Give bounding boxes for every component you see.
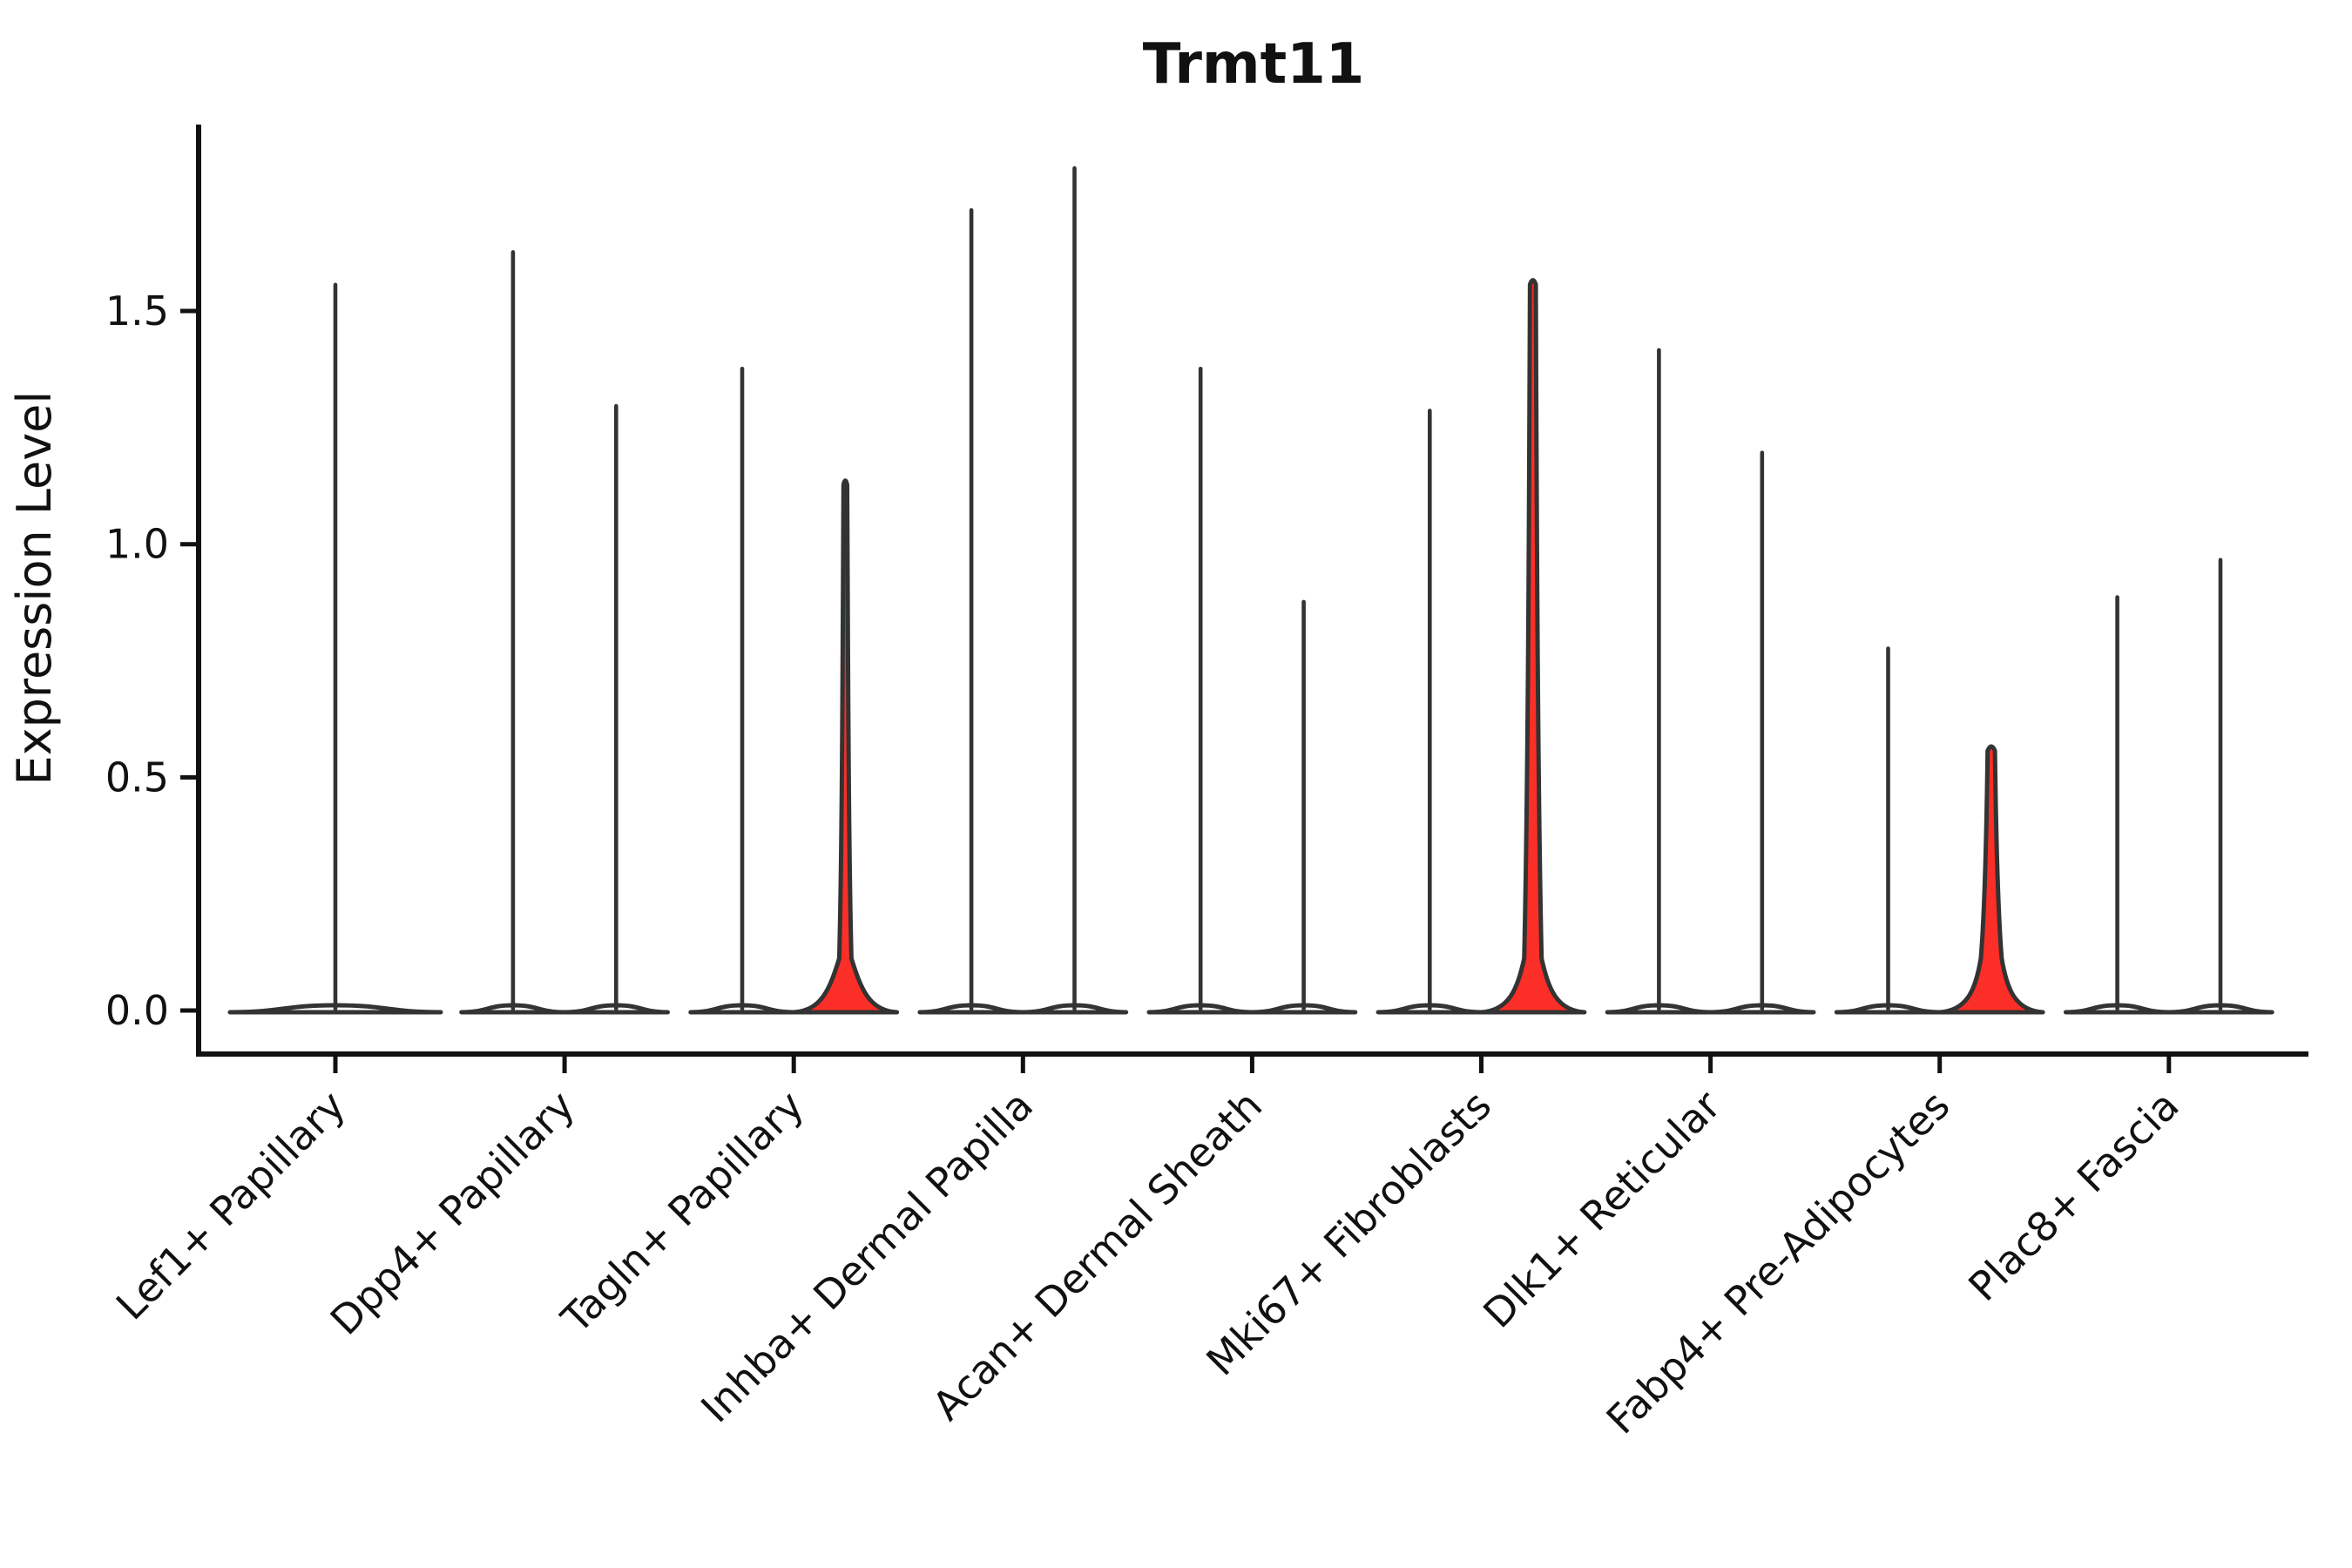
y-tick-label-0.5: 0.5 — [105, 754, 169, 801]
violin-fabp4-right-body-highlighted — [1937, 744, 2045, 1015]
x-tick-label-3: Tagln+ Papillary — [551, 1082, 813, 1343]
x-tick-label-2: Dpp4+ Papillary — [321, 1082, 584, 1344]
x-tick-label-1: Lef1+ Papillary — [107, 1082, 355, 1329]
y-axis-ticks: 0.0 0.5 1.0 1.5 — [105, 287, 199, 1034]
y-tick-label-1.5: 1.5 — [105, 287, 169, 335]
x-tick-label-9: Plac8+ Fascia — [1959, 1082, 2187, 1310]
violins-group — [227, 166, 2274, 1015]
y-tick-label-0: 0.0 — [105, 987, 169, 1034]
y-axis-label: Expression Level — [7, 391, 62, 786]
x-tick-label-7: Dlk1+ Reticular — [1474, 1082, 1729, 1337]
violin-tagln-right-body-highlighted — [791, 478, 900, 1015]
x-axis-ticks — [333, 1054, 2172, 1073]
violin-mki67-right-body-highlighted — [1479, 278, 1587, 1015]
chart-title: Trmt11 — [1143, 32, 1365, 97]
y-tick-label-1: 1.0 — [105, 521, 169, 568]
